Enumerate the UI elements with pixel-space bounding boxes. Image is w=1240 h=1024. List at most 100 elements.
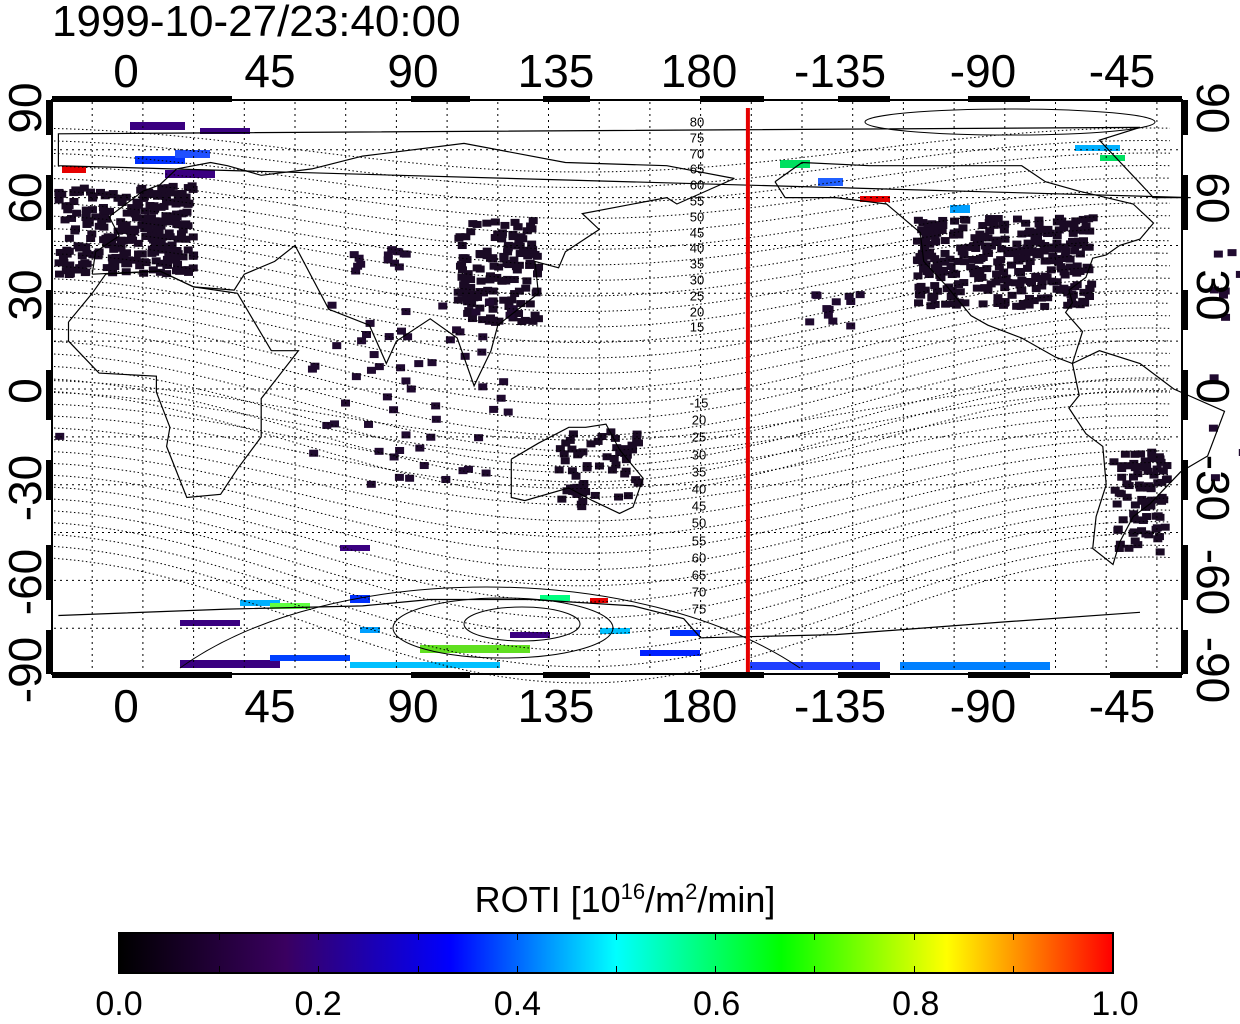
roti-cell	[981, 243, 990, 250]
roti-cell	[531, 312, 540, 319]
roti-cell	[970, 234, 979, 241]
roti-cell	[163, 256, 172, 263]
roti-cell	[1155, 533, 1164, 540]
roti-cell	[634, 439, 643, 446]
frame-tick	[700, 672, 764, 678]
roti-cell	[930, 255, 939, 262]
roti-cell	[930, 282, 939, 289]
roti-cell	[900, 662, 1050, 670]
roti-cell	[1040, 303, 1049, 310]
colorbar-tick	[517, 934, 518, 940]
y-tick-left: -90	[2, 647, 48, 693]
colorbar-tick	[418, 966, 419, 972]
roti-cell	[503, 245, 512, 252]
roti-cell	[82, 221, 91, 228]
geomagnetic-contour	[54, 545, 1170, 667]
roti-cell	[1085, 293, 1094, 300]
roti-cell	[438, 303, 447, 310]
roti-cell	[500, 222, 509, 229]
roti-cell	[1085, 244, 1094, 251]
roti-cell	[1131, 501, 1140, 508]
roti-cell	[180, 620, 240, 626]
roti-cell	[968, 256, 977, 263]
roti-cell	[510, 632, 550, 638]
frame-tick	[838, 672, 890, 678]
roti-cell	[1156, 548, 1165, 555]
roti-cell	[1152, 526, 1161, 533]
roti-cell	[182, 209, 191, 216]
frame-tick	[543, 672, 590, 678]
roti-cell	[353, 263, 362, 270]
roti-cell	[1117, 465, 1126, 472]
frame-tick	[1110, 672, 1182, 678]
roti-cell	[414, 360, 423, 367]
roti-cell	[561, 457, 570, 464]
roti-cell	[130, 122, 185, 130]
geomag-label-north: 80	[690, 116, 704, 129]
colorbar-tick	[616, 966, 617, 972]
roti-cell	[99, 215, 108, 222]
roti-cell	[1133, 541, 1142, 548]
x-tick-top: 135	[518, 48, 595, 94]
x-tick-bottom: -135	[794, 683, 886, 729]
roti-cell	[1024, 249, 1033, 256]
roti-cell	[482, 220, 491, 227]
colorbar-title: ROTI [1016/m2/min]	[0, 872, 1240, 920]
roti-cell	[55, 433, 64, 440]
roti-cell	[1035, 275, 1044, 282]
roti-cell	[591, 492, 600, 499]
roti-cell	[914, 217, 923, 224]
x-tick-bottom: 45	[244, 683, 295, 729]
roti-cell	[491, 218, 500, 225]
roti-cell	[608, 467, 617, 474]
roti-cell	[1076, 250, 1085, 257]
roti-cell	[981, 285, 990, 292]
coastline	[69, 271, 299, 498]
geomag-label-north: 20	[690, 305, 704, 318]
roti-cell	[846, 322, 855, 329]
roti-cell	[330, 420, 339, 427]
geomagnetic-contour	[54, 316, 1170, 405]
geomag-label-north: 55	[690, 195, 704, 208]
geomag-label-south: 60	[692, 551, 706, 564]
roti-cell	[139, 270, 148, 277]
roti-cell	[184, 184, 193, 191]
roti-cell	[1123, 494, 1132, 501]
coastlines	[58, 127, 1224, 637]
colorbar-tick	[318, 966, 319, 972]
geomag-label-north: 75	[690, 131, 704, 144]
roti-cell	[476, 266, 485, 273]
roti-cell	[568, 467, 577, 474]
roti-cell	[1133, 516, 1142, 523]
colorbar-tick	[616, 934, 617, 940]
y-tick-right: 30	[1190, 272, 1236, 318]
roti-cell	[119, 238, 128, 245]
roti-cell	[971, 245, 980, 252]
roti-cell	[454, 235, 463, 242]
roti-cell	[401, 377, 410, 384]
roti-cell	[521, 317, 530, 324]
x-tick-top: -90	[950, 48, 1016, 94]
y-tick-left: 30	[2, 272, 48, 318]
roti-cell	[1025, 302, 1034, 309]
geomagnetic-contour	[54, 463, 1170, 554]
roti-cell	[950, 205, 970, 213]
colorbar-label: 0.6	[693, 986, 740, 1022]
geomag-label-north: 15	[690, 321, 704, 334]
roti-cell	[1036, 240, 1045, 247]
roti-cell	[498, 231, 507, 238]
roti-cell	[121, 260, 130, 267]
frame-tick	[411, 672, 470, 678]
y-tick-left: -30	[2, 465, 48, 511]
roti-cell	[1124, 545, 1133, 552]
roti-cell	[1214, 251, 1223, 258]
y-tick-left: 0	[2, 368, 48, 414]
roti-cell	[832, 298, 841, 305]
roti-cell	[938, 217, 947, 224]
geomag-label-south: 50	[692, 517, 706, 530]
roti-cell	[1055, 286, 1064, 293]
roti-cell	[164, 243, 173, 250]
roti-cell	[949, 232, 958, 239]
roti-cell	[1086, 285, 1095, 292]
roti-cell	[118, 221, 127, 228]
